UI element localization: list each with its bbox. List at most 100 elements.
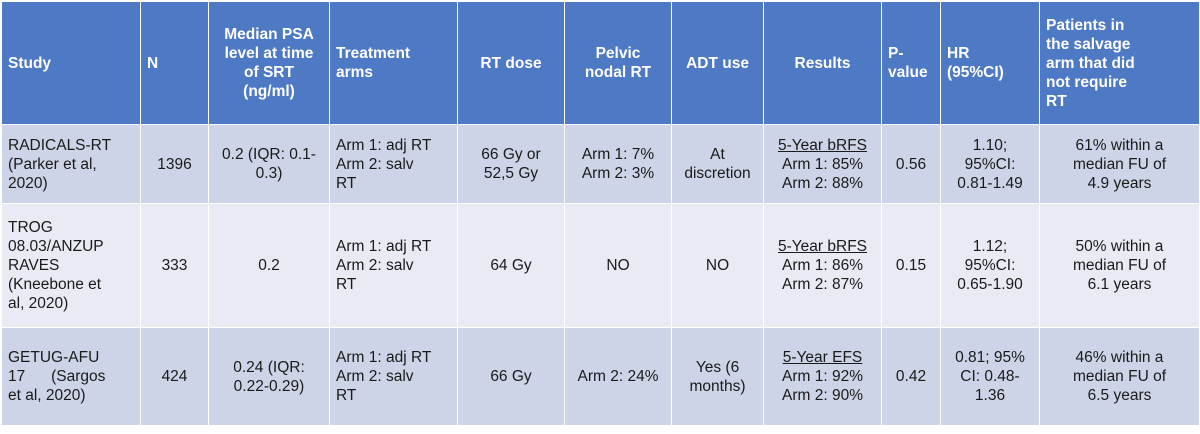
results-values: Arm 1: 86% Arm 2: 87% xyxy=(770,256,875,294)
cell-text-line: (95%CI) xyxy=(947,64,1004,81)
cell-n: 424 xyxy=(140,327,209,426)
cell-text-line: 08.03/ANZUP xyxy=(8,238,104,255)
table-row: RADICALS-RT (Parker et al, 2020) 1396 0.2 … xyxy=(1,124,1200,204)
cell-arms: Arm 1: adj RT Arm 2: salv RT xyxy=(329,203,458,328)
cell-text-line: 50% within a xyxy=(1075,238,1164,255)
cell-dose: 66 Gy or 52,5 Gy xyxy=(457,124,565,204)
cell-results: 5-Year bRFS Arm 1: 86% Arm 2: 87% xyxy=(763,203,882,328)
cell-text-line: nodal RT xyxy=(584,64,652,81)
cell-text-line: (Kneebone et xyxy=(8,276,102,293)
cell-text-line: arm that did xyxy=(1046,54,1135,72)
cell-text-line: Pelvic xyxy=(595,45,641,62)
cell-text-line: 66 Gy xyxy=(490,368,532,385)
cell-hr: 1.12; 95%CI: 0.65-1.90 xyxy=(940,203,1040,328)
cell-text-line: 61% within a xyxy=(1075,136,1164,154)
cell-psa: 0.2 (IQR: 0.1- 0.3) xyxy=(208,124,330,204)
cell-text-line: 6.5 years xyxy=(1087,387,1152,404)
cell-text-line: Results xyxy=(794,54,851,72)
cell-text-line: 1.12; xyxy=(972,238,1008,255)
cell-text-line: median FU of xyxy=(1072,257,1167,274)
cell-text-line: TROG xyxy=(8,219,53,236)
cell-text-line: 0.2 (IQR: 0.1- xyxy=(222,146,316,163)
cell-text-line: discretion xyxy=(684,165,751,182)
header-study: Study xyxy=(1,1,141,125)
cell-pelvic: NO xyxy=(564,203,672,328)
cell-text-line: Patients in xyxy=(1046,16,1125,34)
cell-text-line: RT dose xyxy=(480,54,542,72)
cell-text-line: 2020) xyxy=(8,174,48,192)
cell-text-line: 0.24 (IQR: xyxy=(233,358,305,376)
cell-pvalue: 0.42 xyxy=(881,327,941,426)
cell-text-line: 17 (Sargos xyxy=(8,368,106,385)
cell-text-line: Arm 1: 85% xyxy=(782,155,863,173)
cell-study: TROG 08.03/ANZUP RAVES (Kneebone et al, 2020… xyxy=(1,203,141,328)
cell-text-line: 333 xyxy=(161,257,188,274)
cell-salvage: 46% within a median FU of 6.5 years xyxy=(1039,327,1200,426)
cell-text-line: Arm 1: adj RT xyxy=(336,136,432,154)
cell-hr: 0.81; 95% CI: 0.48- 1.36 xyxy=(940,327,1040,426)
cell-text-line: 4.9 years xyxy=(1087,174,1152,192)
cell-text-line: 0.22-0.29) xyxy=(233,377,305,395)
cell-text-line: the salvage xyxy=(1046,35,1131,53)
cell-text-line: 46% within a xyxy=(1075,349,1164,366)
cell-text-line: 1.10; xyxy=(972,136,1008,154)
cell-text-line: CI: 0.48- xyxy=(960,368,1020,385)
cell-text-line: RT xyxy=(336,174,357,192)
cell-text-line: 0.81-1.49 xyxy=(957,174,1023,192)
header-psa: Median PSA level at time of SRT (ng/ml) xyxy=(208,1,330,125)
cell-text-line: Arm 2: 24% xyxy=(577,368,659,385)
cell-text-line: 95%CI: xyxy=(964,155,1016,173)
cell-pelvic: Arm 1: 7% Arm 2: 3% xyxy=(564,124,672,204)
header-results: Results xyxy=(763,1,882,125)
cell-text-line: median FU of xyxy=(1072,155,1167,173)
cell-text-line: Arm 2: 88% xyxy=(782,174,863,192)
header-arms: Treatment arms xyxy=(329,1,458,125)
cell-arms: Arm 1: adj RT Arm 2: salv RT xyxy=(329,327,458,426)
header-n: N xyxy=(140,1,209,125)
cell-text-line: RT xyxy=(1046,92,1067,110)
cell-study: RADICALS-RT (Parker et al, 2020) xyxy=(1,124,141,204)
cell-text-line: (Parker et al, xyxy=(8,155,97,173)
cell-text-line: Arm 2: 90% xyxy=(782,387,863,404)
cell-text-line: median FU of xyxy=(1072,368,1167,385)
cell-pelvic: Arm 2: 24% xyxy=(564,327,672,426)
header-hr: HR (95%CI) xyxy=(940,1,1040,125)
header-adt: ADT use xyxy=(671,1,764,125)
cell-text-line: RADICALS-RT xyxy=(8,136,112,154)
cell-text-line: 0.2 xyxy=(258,257,280,274)
cell-text-line: 0.15 xyxy=(895,257,927,274)
results-title: 5-Year bRFS xyxy=(777,238,868,255)
header-pvalue: P-value xyxy=(881,1,941,125)
cell-text-line: ADT use xyxy=(686,54,749,72)
header-dose: RT dose xyxy=(457,1,565,125)
header-row: Study N Median PSA level at time of SRT (ng… xyxy=(1,1,1200,125)
cell-text-line: 64 Gy xyxy=(490,257,532,274)
cell-text-line: et al, 2020) xyxy=(8,387,86,404)
cell-text-line: NO xyxy=(606,257,630,274)
cell-text-line: 1396 xyxy=(157,155,192,173)
cell-text-line: 1.36 xyxy=(974,387,1006,404)
cell-text-line: Study xyxy=(8,54,52,72)
cell-text-line: of SRT xyxy=(244,64,294,81)
cell-text-line: Arm 1: 7% xyxy=(581,146,655,163)
cell-psa: 0.2 xyxy=(208,203,330,328)
cell-text-line: (ng/ml) xyxy=(243,83,295,100)
cell-psa: 0.24 (IQR: 0.22-0.29) xyxy=(208,327,330,426)
cell-text-line: level at time xyxy=(224,45,314,62)
cell-pvalue: 0.56 xyxy=(881,124,941,204)
cell-text-line: 0.56 xyxy=(895,155,927,173)
cell-dose: 64 Gy xyxy=(457,203,565,328)
cell-dose: 66 Gy xyxy=(457,327,565,426)
cell-text-line: 0.65-1.90 xyxy=(957,276,1023,293)
cell-text-line: al, 2020) xyxy=(8,295,69,312)
cell-text-line: P- xyxy=(888,45,904,62)
cell-n: 333 xyxy=(140,203,209,328)
cell-text-line: 424 xyxy=(161,368,188,385)
table-row: TROG 08.03/ANZUP RAVES (Kneebone et al, 2020… xyxy=(1,203,1200,328)
cell-pvalue: 0.15 xyxy=(881,203,941,328)
results-values: Arm 1: 92% Arm 2: 90% xyxy=(770,367,875,405)
cell-text-line: Arm 1: adj RT xyxy=(336,349,432,366)
cell-text-line: 52,5 Gy xyxy=(483,165,539,182)
header-salvage: Patients in the salvage arm that did not re… xyxy=(1039,1,1200,125)
results-title: 5-Year EFS xyxy=(782,349,863,366)
